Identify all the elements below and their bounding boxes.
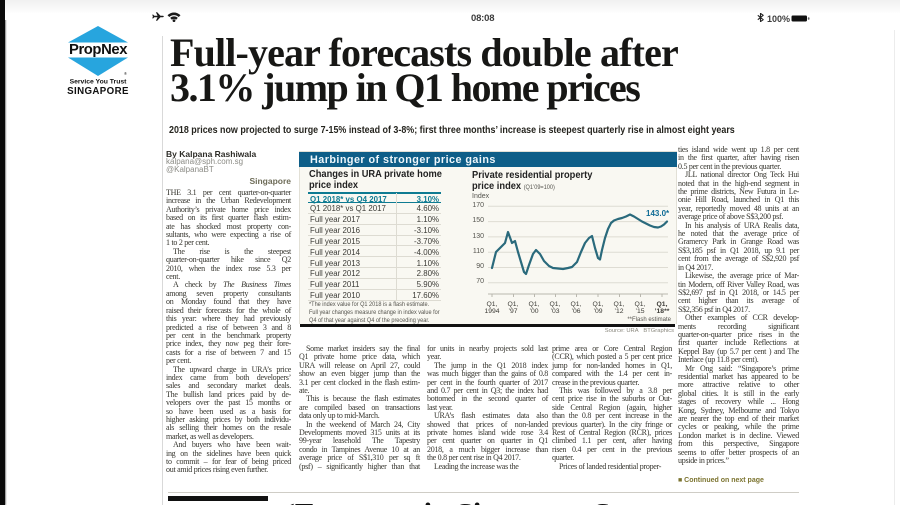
svg-text:Service You Trust: Service You Trust xyxy=(70,79,128,86)
svg-text:PropNex: PropNex xyxy=(69,42,128,58)
svg-text:®: ® xyxy=(124,71,127,76)
svg-text:SINGAPORE: SINGAPORE xyxy=(67,86,129,95)
